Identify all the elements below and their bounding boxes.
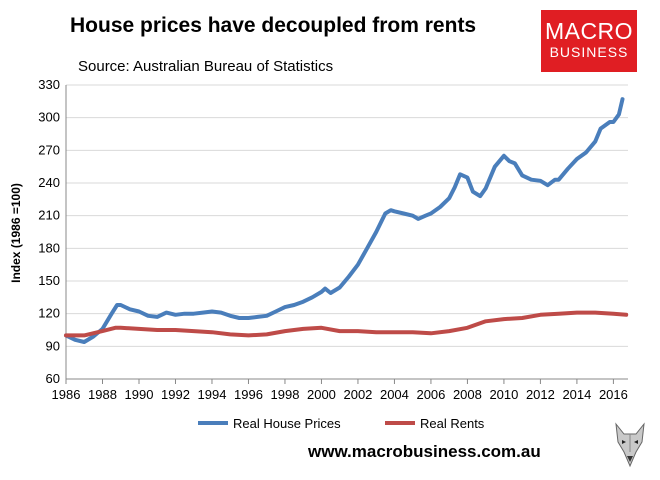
x-tick-2010: 2010 bbox=[489, 387, 518, 402]
chart-source: Source: Australian Bureau of Statistics bbox=[78, 58, 334, 75]
y-tick-240: 240 bbox=[38, 175, 60, 190]
x-tick-2016: 2016 bbox=[599, 387, 628, 402]
y-tick-90: 90 bbox=[46, 338, 60, 353]
y-tick-60: 60 bbox=[46, 371, 60, 386]
legend-label-rents: Real Rents bbox=[420, 416, 485, 431]
x-tick-1990: 1990 bbox=[125, 387, 154, 402]
y-tick-labels: 60 90 120 150 180 210 240 270 300 330 bbox=[38, 77, 60, 386]
chart-title: House prices have decoupled from rents bbox=[70, 14, 477, 37]
y-tick-210: 210 bbox=[38, 208, 60, 223]
legend-label-house-prices: Real House Prices bbox=[233, 416, 341, 431]
footer-url: www.macrobusiness.com.au bbox=[308, 442, 541, 461]
x-tick-2006: 2006 bbox=[416, 387, 445, 402]
y-tick-330: 330 bbox=[38, 77, 60, 92]
x-tick-2008: 2008 bbox=[453, 387, 482, 402]
grid-lines bbox=[66, 84, 628, 347]
logo-line-2: BUSINESS bbox=[549, 44, 629, 60]
x-tick-1998: 1998 bbox=[271, 387, 300, 402]
x-tick-1988: 1988 bbox=[88, 387, 117, 402]
legend: Real House Prices Real Rents bbox=[198, 416, 485, 431]
x-tick-2014: 2014 bbox=[562, 387, 591, 402]
axes bbox=[65, 85, 628, 384]
series-lines bbox=[64, 97, 629, 344]
x-tick-2000: 2000 bbox=[307, 387, 336, 402]
logo-line-1: MACRO bbox=[544, 18, 634, 44]
y-tick-120: 120 bbox=[38, 306, 60, 321]
x-tick-1986: 1986 bbox=[52, 387, 81, 402]
y-axis-label: Index (1986 =100) bbox=[9, 183, 23, 283]
x-tick-1996: 1996 bbox=[234, 387, 263, 402]
x-tick-1994: 1994 bbox=[198, 387, 227, 402]
macrobusiness-logo: MACRO BUSINESS bbox=[541, 10, 637, 72]
y-tick-300: 300 bbox=[38, 110, 60, 125]
y-tick-180: 180 bbox=[38, 240, 60, 255]
x-tick-1992: 1992 bbox=[161, 387, 190, 402]
series-line-real-rents bbox=[64, 310, 629, 338]
x-tick-2004: 2004 bbox=[380, 387, 409, 402]
x-tick-2002: 2002 bbox=[343, 387, 372, 402]
y-tick-270: 270 bbox=[38, 142, 60, 157]
y-tick-150: 150 bbox=[38, 273, 60, 288]
wolf-icon bbox=[615, 422, 645, 468]
x-tick-2012: 2012 bbox=[526, 387, 555, 402]
x-tick-labels: 1986 1988 1990 1992 1994 1996 1998 2000 2002 2004… bbox=[52, 387, 628, 402]
series-line-real-house-prices bbox=[64, 97, 625, 344]
